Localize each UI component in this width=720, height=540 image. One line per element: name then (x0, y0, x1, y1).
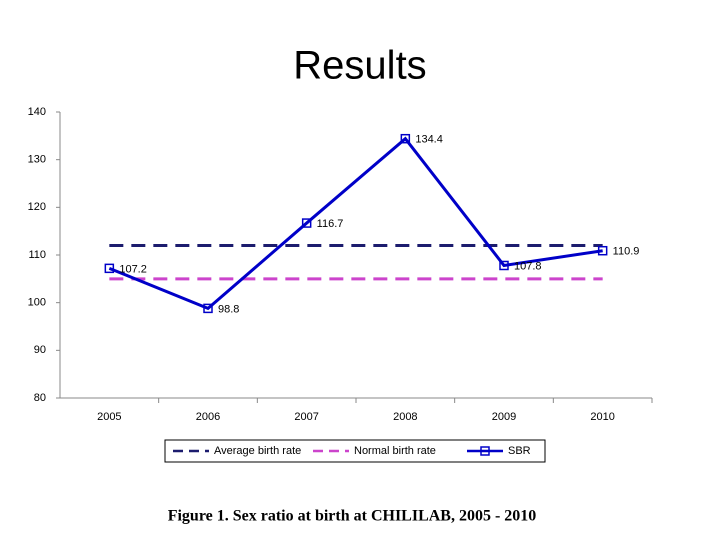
x-tick-label: 2009 (492, 411, 516, 423)
data-label: 110.9 (613, 246, 640, 258)
slide-title: Results (293, 44, 426, 88)
y-tick-label: 90 (34, 344, 46, 356)
point-marker (104, 263, 115, 274)
x-tick-label: 2007 (294, 411, 318, 423)
point-marker (203, 303, 213, 314)
data-label: 116.7 (317, 218, 344, 230)
legend-box (164, 439, 546, 463)
x-tick-label: 2006 (196, 411, 220, 423)
point-marker (499, 260, 509, 271)
point-marker (301, 218, 312, 228)
legend-label: SBR (508, 445, 531, 457)
y-tick-label: 110 (28, 249, 46, 261)
point-marker (400, 133, 411, 144)
data-label: 107.8 (514, 260, 542, 272)
y-tick-label: 140 (28, 106, 46, 118)
data-label: 134.4 (415, 134, 443, 146)
x-tick-label: 2010 (590, 411, 614, 423)
point-marker (597, 245, 608, 256)
x-tick-label: 2008 (393, 411, 417, 423)
legend-marker (480, 446, 490, 456)
x-tick-label: 2005 (97, 411, 121, 423)
y-tick-label: 80 (34, 392, 46, 404)
y-tick-label: 130 (28, 154, 46, 166)
y-tick-label: 100 (28, 297, 46, 309)
y-tick-label: 120 (28, 201, 46, 213)
data-label: 98.8 (218, 303, 239, 315)
figure-caption: Figure 1. Sex ratio at birth at CHILILAB… (168, 508, 537, 525)
series-line (108, 136, 603, 311)
legend-label: Average birth rate (214, 445, 301, 457)
data-label: 107.2 (119, 263, 147, 275)
legend-label: Normal birth rate (354, 445, 436, 457)
